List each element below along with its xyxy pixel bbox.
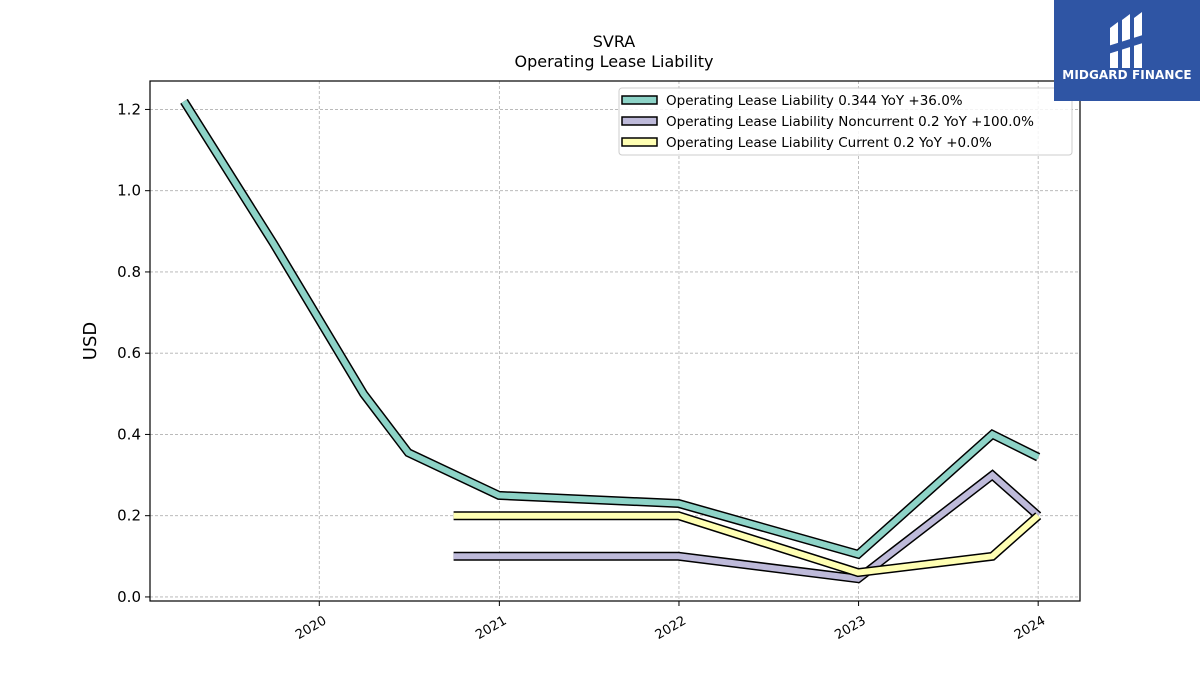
midgard-logo-icon <box>1104 10 1150 72</box>
y-axis-ticks: 0.0 0.2 0.4 0.6 0.8 1.0 1.2 <box>117 100 150 606</box>
x-tick-label: 2022 <box>653 613 689 643</box>
y-axis-label: USD <box>80 322 101 360</box>
legend-label: Operating Lease Liability Current 0.2 Yo… <box>666 135 992 151</box>
x-tick-label: 2021 <box>473 613 509 643</box>
series-layer <box>184 101 1038 578</box>
y-tick-label: 0.6 <box>117 344 141 362</box>
x-tick-label: 2020 <box>293 613 329 643</box>
y-tick-label: 1.0 <box>117 182 141 200</box>
midgard-finance-logo: MIDGARD FINANCE <box>1054 0 1200 101</box>
x-tick-label: 2024 <box>1012 613 1048 643</box>
chart-subtitle: Operating Lease Liability <box>514 52 713 71</box>
legend-swatch <box>622 117 657 125</box>
series-line <box>184 101 1038 554</box>
legend-label: Operating Lease Liability 0.344 YoY +36.… <box>666 93 963 109</box>
x-tick-label: 2023 <box>832 613 868 643</box>
y-tick-label: 0.4 <box>117 425 141 443</box>
legend: Operating Lease Liability 0.344 YoY +36.… <box>619 88 1072 155</box>
series-line-outline <box>184 101 1038 554</box>
y-tick-label: 0.8 <box>117 263 141 281</box>
series-0 <box>184 101 1038 554</box>
legend-swatch <box>622 96 657 104</box>
chart-title: SVRA <box>593 32 636 51</box>
x-axis-ticks: 2020 2021 2022 2023 2024 <box>293 601 1048 643</box>
legend-swatch <box>622 138 657 146</box>
grid-lines <box>150 81 1080 601</box>
chart-canvas: SVRA Operating Lease Liability 0.0 0.2 0.4… <box>0 0 1200 675</box>
y-tick-label: 1.2 <box>117 100 141 118</box>
y-tick-label: 0.0 <box>117 588 141 606</box>
plot-frame <box>150 81 1080 601</box>
logo-text: MIDGARD FINANCE <box>1054 68 1200 82</box>
y-tick-label: 0.2 <box>117 507 141 525</box>
legend-label: Operating Lease Liability Noncurrent 0.2… <box>666 114 1034 130</box>
